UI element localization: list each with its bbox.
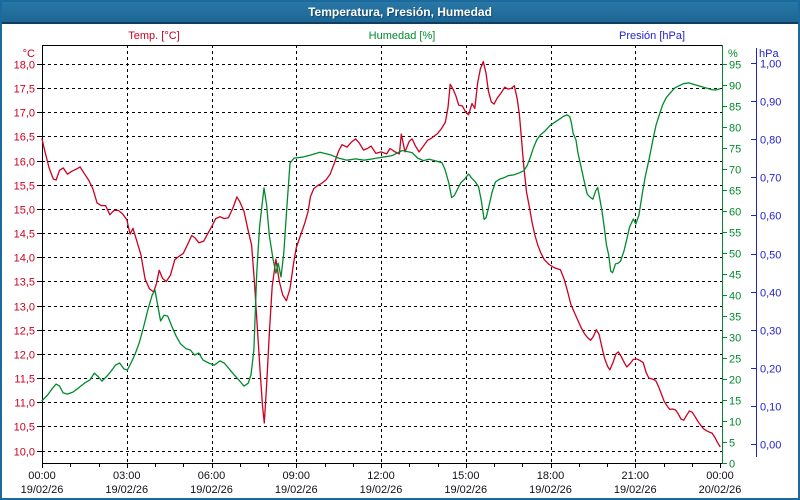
- svg-text:13,0: 13,0: [14, 302, 35, 314]
- svg-text:17,0: 17,0: [14, 108, 35, 120]
- x-axis-ticks: 00:00 19/02/26 03:00 19/02/26 06:00 19/02/26 0…: [21, 463, 742, 496]
- window-title: Temperatura, Presión, Humedad: [308, 5, 492, 19]
- svg-text:75: 75: [729, 144, 741, 156]
- svg-text:21:00: 21:00: [621, 470, 649, 482]
- svg-text:50: 50: [729, 249, 741, 261]
- svg-text:19/02/26: 19/02/26: [360, 484, 403, 496]
- svg-text:0,30: 0,30: [760, 326, 781, 338]
- svg-text:%: %: [728, 48, 738, 60]
- svg-text:11,0: 11,0: [14, 398, 35, 410]
- svg-text:18:00: 18:00: [537, 470, 565, 482]
- svg-text:00:00: 00:00: [28, 470, 56, 482]
- svg-text:19/02/26: 19/02/26: [190, 484, 233, 496]
- svg-text:12,0: 12,0: [14, 350, 35, 362]
- svg-text:18,0: 18,0: [14, 60, 35, 72]
- svg-text:40: 40: [729, 291, 741, 303]
- svg-text:11,5: 11,5: [14, 374, 35, 386]
- svg-text:25: 25: [729, 354, 741, 366]
- svg-text:0,20: 0,20: [760, 364, 781, 376]
- svg-text:03:00: 03:00: [113, 470, 141, 482]
- svg-text:15:00: 15:00: [452, 470, 480, 482]
- svg-text:0,70: 0,70: [760, 173, 781, 185]
- svg-text:16,0: 16,0: [14, 157, 35, 169]
- grid-layer: [42, 45, 722, 463]
- svg-text:55: 55: [729, 228, 741, 240]
- temp-axis-ticks: 18,0 17,5 17,0 16,5 16,0 15,5 15,0 14,5 14,0 13,5…: [14, 48, 42, 459]
- svg-text:°C: °C: [23, 48, 35, 60]
- svg-text:35: 35: [729, 312, 741, 324]
- svg-text:14,0: 14,0: [14, 253, 35, 265]
- legend-temperature: Temp. [°C]: [128, 30, 180, 42]
- svg-text:19/02/26: 19/02/26: [105, 484, 148, 496]
- svg-text:00:00: 00:00: [706, 470, 734, 482]
- svg-text:0: 0: [729, 459, 735, 471]
- svg-text:45: 45: [729, 270, 741, 282]
- svg-text:10,0: 10,0: [14, 447, 35, 459]
- svg-text:16,5: 16,5: [14, 132, 35, 144]
- axis-layer: [42, 45, 757, 464]
- svg-text:10: 10: [729, 417, 741, 429]
- svg-text:0,80: 0,80: [760, 135, 781, 147]
- svg-text:0,40: 0,40: [760, 288, 781, 300]
- svg-text:06:00: 06:00: [198, 470, 226, 482]
- svg-text:15,0: 15,0: [14, 205, 35, 217]
- svg-text:19/02/26: 19/02/26: [21, 484, 64, 496]
- pressure-axis-ticks: 1,00 0,90 0,80 0,70 0,60 0,50 0,40 0,30 0,20 0,10…: [751, 48, 781, 452]
- svg-text:12,5: 12,5: [14, 326, 35, 338]
- series-humidity: [41, 82, 721, 402]
- svg-text:15,5: 15,5: [14, 181, 35, 193]
- svg-text:60: 60: [729, 207, 741, 219]
- svg-text:14,5: 14,5: [14, 229, 35, 241]
- svg-text:20/02/26: 20/02/26: [699, 484, 742, 496]
- svg-text:13,5: 13,5: [14, 277, 35, 289]
- svg-text:0,60: 0,60: [760, 211, 781, 223]
- svg-text:20: 20: [729, 375, 741, 387]
- svg-text:85: 85: [729, 102, 741, 114]
- svg-text:12:00: 12:00: [367, 470, 395, 482]
- svg-text:0,90: 0,90: [760, 97, 781, 109]
- svg-text:19/02/26: 19/02/26: [529, 484, 572, 496]
- svg-text:1,00: 1,00: [760, 59, 781, 71]
- svg-text:90: 90: [729, 81, 741, 93]
- svg-text:19/02/26: 19/02/26: [275, 484, 318, 496]
- svg-text:19/02/26: 19/02/26: [614, 484, 657, 496]
- svg-text:0,10: 0,10: [760, 402, 781, 414]
- svg-text:5: 5: [729, 438, 735, 450]
- svg-text:hPa: hPa: [759, 48, 779, 60]
- legend-humidity: Humedad [%]: [368, 30, 436, 42]
- svg-text:30: 30: [729, 333, 741, 345]
- svg-text:17,5: 17,5: [14, 84, 35, 96]
- svg-text:19/02/26: 19/02/26: [444, 484, 487, 496]
- svg-text:80: 80: [729, 123, 741, 135]
- svg-text:65: 65: [729, 186, 741, 198]
- series-temp: [41, 60, 721, 448]
- svg-text:70: 70: [729, 165, 741, 177]
- title-bar: Temperatura, Presión, Humedad: [2, 2, 798, 24]
- svg-text:10,5: 10,5: [14, 422, 35, 434]
- svg-text:0,00: 0,00: [760, 440, 781, 452]
- legend-pressure: Presión [hPa]: [618, 30, 686, 42]
- svg-text:95: 95: [729, 60, 741, 72]
- svg-text:09:00: 09:00: [282, 470, 310, 482]
- svg-text:15: 15: [729, 396, 741, 408]
- svg-text:0,50: 0,50: [760, 250, 781, 262]
